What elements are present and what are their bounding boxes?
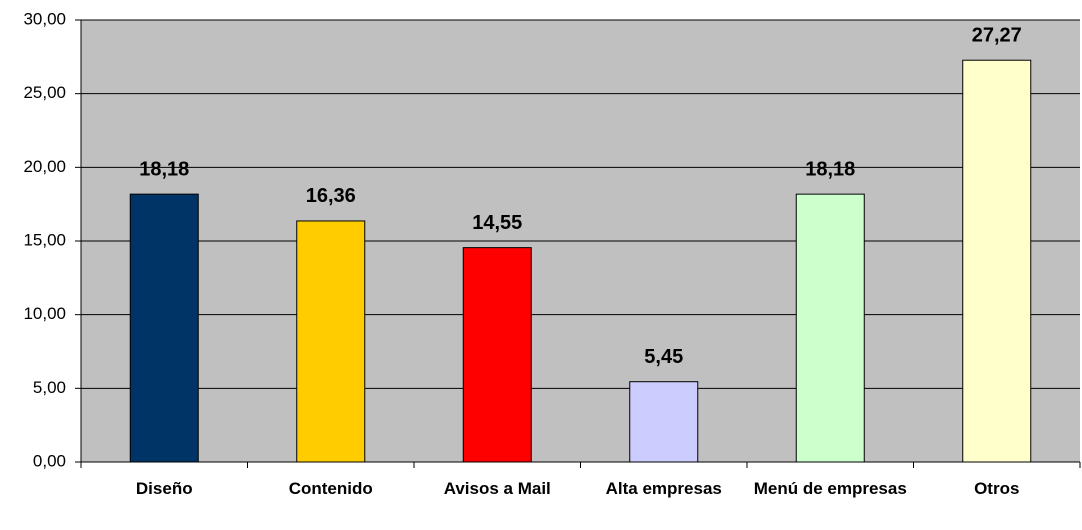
x-tick-label: Alta empresas	[605, 479, 722, 498]
y-tick-label: 30,00	[23, 9, 66, 28]
y-tick-label: 20,00	[23, 157, 66, 176]
bar	[962, 59, 1032, 463]
value-label: 16,36	[306, 185, 356, 207]
y-tick-label: 25,00	[23, 83, 66, 102]
x-tick-label: Diseño	[135, 479, 193, 498]
x-tick-label: Contenido	[288, 479, 373, 498]
x-tick-label: Otros	[974, 479, 1020, 498]
bar	[795, 193, 865, 463]
y-tick-label: 0,00	[33, 451, 66, 470]
value-label: 18,18	[139, 158, 189, 180]
x-tick-label: Avisos a Mail	[443, 479, 551, 498]
bar	[129, 193, 199, 463]
y-tick-label: 5,00	[33, 378, 66, 397]
value-label: 14,55	[472, 212, 522, 234]
y-tick-label: 15,00	[23, 230, 66, 249]
value-label: 27,27	[972, 25, 1022, 47]
value-label: 18,18	[805, 158, 855, 180]
bar	[462, 247, 532, 463]
bar	[629, 381, 699, 463]
y-tick-label: 10,00	[23, 304, 66, 323]
x-tick-label: Menú de empresas	[753, 479, 907, 498]
value-label: 5,45	[644, 346, 683, 368]
bar	[296, 220, 366, 463]
